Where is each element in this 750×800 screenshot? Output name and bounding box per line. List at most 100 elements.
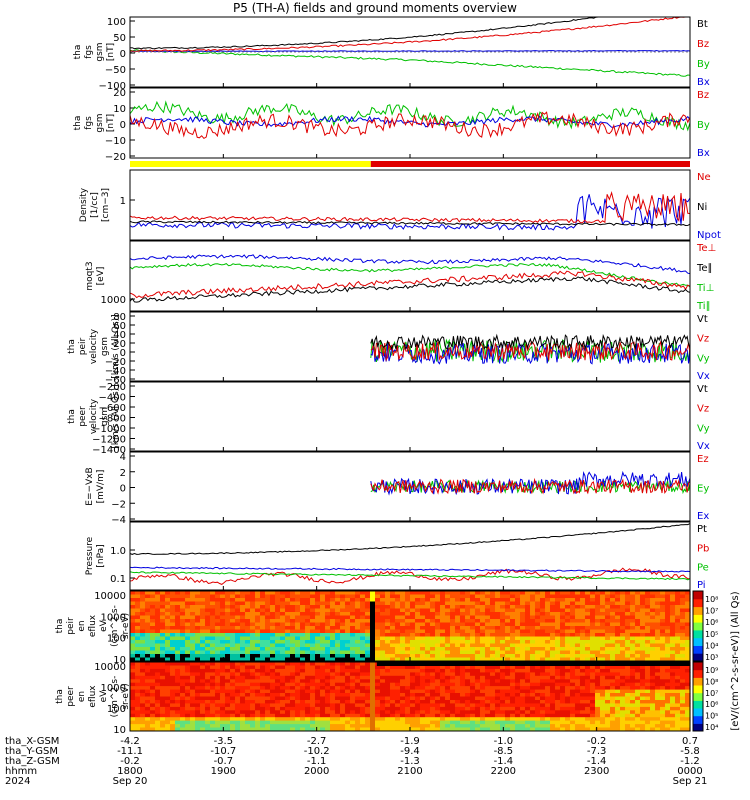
spec-cell-peer-28-14 xyxy=(270,710,276,715)
spec-cell-peer-30-5 xyxy=(280,679,286,684)
spec-cell-peer-50-14 xyxy=(380,710,386,715)
spec-cell-peer-62-19 xyxy=(440,727,446,732)
spec-cell-peer-100-14 xyxy=(630,710,636,715)
spec-cell-peir-65-18 xyxy=(455,654,461,659)
ylabel-velocity_peir-4: [km/s (All Qs)] xyxy=(111,314,121,378)
spec-cell-peer-96-12 xyxy=(610,703,616,708)
spec-cell-peer-90-14 xyxy=(580,710,586,715)
spec-cell-peer-11-3 xyxy=(185,672,191,677)
spec-cell-peir-82-0 xyxy=(540,591,546,596)
spec-cell-peer-38-16 xyxy=(320,717,326,722)
spec-cell-peir-67-2 xyxy=(465,598,471,603)
spec-cell-peer-69-14 xyxy=(475,710,481,715)
spec-cell-peer-110-4 xyxy=(680,675,686,680)
spec-cell-peer-82-18 xyxy=(540,724,546,729)
spec-cell-peer-80-4 xyxy=(530,675,536,680)
spec-cell-peer-38-14 xyxy=(320,710,326,715)
spec-cell-peer-68-13 xyxy=(470,706,476,711)
colorbar-tick-peir-5: 10³ xyxy=(705,653,718,662)
spec-cell-peer-54-13 xyxy=(400,706,406,711)
spec-cell-peer-101-6 xyxy=(635,682,641,687)
spec-cell-peir-45-18 xyxy=(355,654,361,659)
spec-cell-peer-3-4 xyxy=(145,675,151,680)
spec-cell-peer-15-15 xyxy=(205,713,211,718)
spec-cell-peir-45-2 xyxy=(355,598,361,603)
spec-cell-peer-53-8 xyxy=(395,689,401,694)
spec-cell-peir-45-19 xyxy=(355,657,361,662)
spec-cell-peer-72-11 xyxy=(490,700,496,704)
spec-cell-peir-96-14 xyxy=(610,640,616,645)
spec-cell-peer-74-10 xyxy=(500,696,506,701)
spec-cell-peir-14-6 xyxy=(200,612,206,617)
spec-cell-peer-33-14 xyxy=(295,710,301,715)
spec-cell-peir-18-5 xyxy=(220,608,226,613)
spec-cell-peir-97-3 xyxy=(615,601,621,606)
spec-cell-peer-56-5 xyxy=(410,679,416,684)
spec-cell-peer-52-6 xyxy=(390,682,396,687)
spec-cell-peer-89-15 xyxy=(575,713,581,718)
spec-cell-peir-50-6 xyxy=(380,612,386,617)
spec-cell-peir-78-3 xyxy=(520,601,526,606)
spec-cell-peer-77-17 xyxy=(515,720,521,725)
spec-cell-peir-85-5 xyxy=(555,608,561,613)
spec-cell-peer-16-7 xyxy=(210,686,216,691)
spec-cell-peer-21-17 xyxy=(235,720,241,725)
spec-cell-peir-32-18 xyxy=(290,654,296,659)
spec-cell-peir-94-12 xyxy=(600,633,606,638)
spec-cell-peer-92-17 xyxy=(590,720,596,725)
spec-cell-peer-1-0 xyxy=(135,662,141,666)
spec-cell-peir-51-17 xyxy=(385,650,391,655)
spec-cell-peer-53-13 xyxy=(395,706,401,711)
spec-cell-peir-82-17 xyxy=(540,650,546,655)
spec-cell-peir-20-14 xyxy=(230,640,236,645)
spec-cell-peer-64-3 xyxy=(450,672,456,677)
spec-cell-peer-19-8 xyxy=(225,689,231,694)
spec-cell-peer-13-15 xyxy=(195,713,201,718)
spec-cell-peer-7-3 xyxy=(165,672,171,677)
spec-cell-peir-51-12 xyxy=(385,633,391,638)
spec-cell-peir-29-3 xyxy=(275,601,281,606)
spec-cell-peir-28-9 xyxy=(270,622,276,627)
ytick-fgs_dsl-2: 0 xyxy=(120,120,126,131)
spec-cell-peir-71-1 xyxy=(485,594,491,599)
spec-cell-peer-23-10 xyxy=(245,696,251,701)
spec-cell-peer-20-1 xyxy=(230,665,236,670)
spec-cell-peir-6-1 xyxy=(160,594,166,599)
spec-cell-peir-76-0 xyxy=(510,591,516,596)
ytick-velocity_peir-5: −20 xyxy=(105,357,126,368)
spec-cell-peer-35-11 xyxy=(305,700,311,704)
spec-cell-peir-42-17 xyxy=(340,650,346,655)
spec-cell-peer-25-15 xyxy=(255,713,261,718)
spec-cell-peir-65-6 xyxy=(455,612,461,617)
spec-cell-peir-87-18 xyxy=(565,654,571,659)
spec-cell-peir-98-15 xyxy=(620,643,626,648)
spec-cell-peir-59-9 xyxy=(425,622,431,627)
spec-cell-peir-37-10 xyxy=(315,626,321,631)
spec-cell-peer-97-5 xyxy=(615,679,621,684)
spec-cell-peir-35-14 xyxy=(305,640,311,645)
spec-cell-peer-33-1 xyxy=(295,665,301,670)
spec-cell-peer-26-13 xyxy=(260,706,266,711)
spec-cell-peer-1-15 xyxy=(135,713,141,718)
spec-cell-peir-56-14 xyxy=(410,640,416,645)
spec-cell-peir-34-16 xyxy=(300,647,306,652)
spec-cell-peer-56-15 xyxy=(410,713,416,718)
spec-cell-peir-76-9 xyxy=(510,622,516,627)
spec-cell-peer-93-4 xyxy=(595,675,601,680)
spec-cell-peir-76-1 xyxy=(510,594,516,599)
spec-cell-peer-97-12 xyxy=(615,703,621,708)
spec-cell-peir-80-11 xyxy=(530,629,536,634)
spec-cell-peer-66-13 xyxy=(460,706,466,711)
spec-cell-peir-85-13 xyxy=(555,636,561,641)
spec-cell-peir-4-7 xyxy=(150,615,156,620)
spec-cell-peer-21-14 xyxy=(235,710,241,715)
spec-cell-peer-71-16 xyxy=(485,717,491,722)
spec-cell-peir-95-13 xyxy=(605,636,611,641)
spec-cell-peer-17-0 xyxy=(215,662,221,666)
spec-cell-peer-51-2 xyxy=(385,668,391,673)
spec-cell-peir-67-11 xyxy=(465,629,471,634)
spec-cell-peer-19-2 xyxy=(225,668,231,673)
spec-cell-peir-56-7 xyxy=(410,615,416,620)
spec-cell-peer-4-17 xyxy=(150,720,156,725)
spec-cell-peer-78-13 xyxy=(520,706,526,711)
